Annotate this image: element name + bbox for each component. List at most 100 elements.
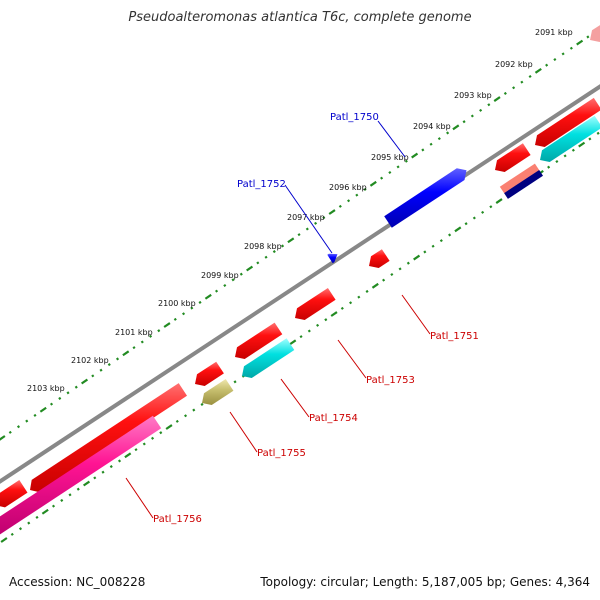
gene-label-patl-1754: Patl_1754: [309, 413, 358, 424]
gene-label-patl-1752: Patl_1752: [237, 179, 286, 190]
inner-scale-tick: [200, 402, 204, 406]
inner-scale-tick: [596, 131, 600, 135]
outer-scale-tick: [132, 346, 136, 350]
inner-scale-tick: [142, 442, 146, 446]
inner-scale-tick: [289, 339, 297, 346]
outer-scale-tick: [25, 419, 29, 423]
inner-scale-tick: [357, 295, 361, 299]
scale-label-2092: 2092 kbp: [495, 60, 533, 69]
gene-label-patl-1753: Patl_1753: [366, 375, 415, 386]
inner-scale-tick: [117, 459, 122, 463]
inner-scale-tick: [134, 448, 138, 452]
leader-patl-1751: [401, 294, 431, 335]
outer-scale-tick: [91, 374, 95, 378]
leader-patl-1754: [280, 378, 310, 418]
inner-scale-tick: [330, 311, 338, 317]
gene-red-far-left: [0, 480, 28, 508]
outer-scale-tick: [347, 199, 351, 203]
outer-scale-tick: [246, 265, 254, 272]
inner-scale-tick: [431, 244, 435, 248]
outer-scale-tick: [58, 396, 62, 400]
scale-label-2097: 2097 kbp: [287, 213, 325, 222]
outer-scale-tick: [49, 402, 54, 406]
inner-scale-tick: [93, 476, 97, 480]
outer-scale-tick: [576, 39, 584, 46]
outer-scale-tick: [355, 193, 359, 197]
inner-scale-tick: [10, 532, 14, 536]
inner-scale-tick: [563, 154, 567, 158]
outer-scale-tick: [363, 187, 367, 191]
outer-scale-tick: [204, 293, 212, 300]
outer-scale-tick: [99, 368, 103, 372]
inner-scale-tick: [571, 148, 575, 152]
outer-scale-tick: [215, 289, 219, 293]
outer-scale-tick: [369, 180, 377, 187]
outer-scale-tick: [223, 283, 227, 288]
outer-scale-track: [0, 29, 598, 441]
outer-scale-tick: [404, 159, 408, 163]
gene-red-patl-1755-top: [195, 361, 224, 386]
leader-patl-1752: [284, 184, 333, 254]
outer-scale-tick: [314, 221, 318, 225]
outer-scale-tick: [462, 120, 466, 124]
scale-label-2093: 2093 kbp: [454, 91, 492, 100]
outer-scale-tick: [503, 91, 507, 95]
inner-scale-tick: [124, 452, 132, 459]
outer-scale-tick: [198, 300, 202, 304]
scale-label-2100: 2100 kbp: [158, 299, 196, 308]
gene-label-patl-1750: Patl_1750: [330, 112, 379, 123]
map-title: Pseudoalteromonas atlantica T6c, complet…: [128, 10, 472, 25]
outer-scale-tick: [33, 413, 37, 417]
inner-scale-tick: [349, 301, 353, 305]
gene-label-patl-1755: Patl_1755: [257, 448, 306, 459]
inner-scale-tick: [439, 239, 443, 243]
outer-scale-tick: [182, 312, 186, 316]
gene-red-patl-1753: [295, 288, 336, 320]
inner-scale-tick: [390, 272, 394, 277]
inner-scale-tick: [547, 165, 551, 169]
gene-olive-patl-1755: [202, 379, 234, 405]
outer-scale-tick: [149, 334, 153, 338]
inner-scale-tick: [464, 222, 468, 226]
accession-text: Accession: NC_008228: [9, 575, 146, 589]
outer-scale-tick: [437, 137, 441, 141]
gene-salmon-top-right: [499, 163, 540, 194]
inner-scale-tick: [307, 329, 311, 333]
inner-scale-tick: [489, 205, 493, 209]
outer-scale-tick: [487, 103, 491, 107]
leader-patl-1750: [377, 120, 406, 158]
outer-scale-tick: [287, 237, 295, 244]
outer-scale-tick: [190, 306, 194, 310]
inner-scale-tick: [371, 282, 379, 289]
outer-scale-tick: [281, 244, 285, 248]
outer-scale-tick: [411, 152, 419, 159]
inner-scale-tick: [382, 278, 386, 282]
outer-scale-tick: [115, 357, 120, 361]
inner-scale-tick: [423, 250, 427, 254]
gene-cyan-patl-1754: [242, 338, 295, 378]
outer-scale-tick: [0, 435, 6, 441]
outer-scale-tick: [586, 35, 590, 39]
outer-scale-tick: [328, 209, 336, 215]
inner-scale-tick: [101, 470, 105, 474]
outer-scale-tick: [520, 80, 524, 84]
outer-scale-tick: [39, 406, 47, 413]
outer-scale-tick: [122, 350, 130, 357]
scale-label-2091: 2091 kbp: [535, 28, 573, 37]
gene-label-patl-1756: Patl_1756: [153, 514, 202, 525]
scale-label-2095: 2095 kbp: [371, 153, 409, 162]
outer-scale-tick: [396, 165, 400, 169]
outer-scale-tick: [512, 86, 516, 90]
outer-scale-tick: [231, 278, 235, 282]
inner-scale-tick: [18, 527, 23, 531]
outer-scale-tick: [446, 131, 450, 135]
gene-red-mid: [235, 322, 283, 359]
scale-label-2101: 2101 kbp: [115, 328, 153, 337]
outer-scale-tick: [140, 340, 144, 344]
outer-scale-tick: [545, 63, 549, 67]
inner-scale-tick: [398, 267, 402, 271]
inner-scale-tick: [0, 537, 8, 543]
scale-label-2098: 2098 kbp: [244, 242, 282, 251]
inner-scale-tick: [151, 436, 155, 440]
